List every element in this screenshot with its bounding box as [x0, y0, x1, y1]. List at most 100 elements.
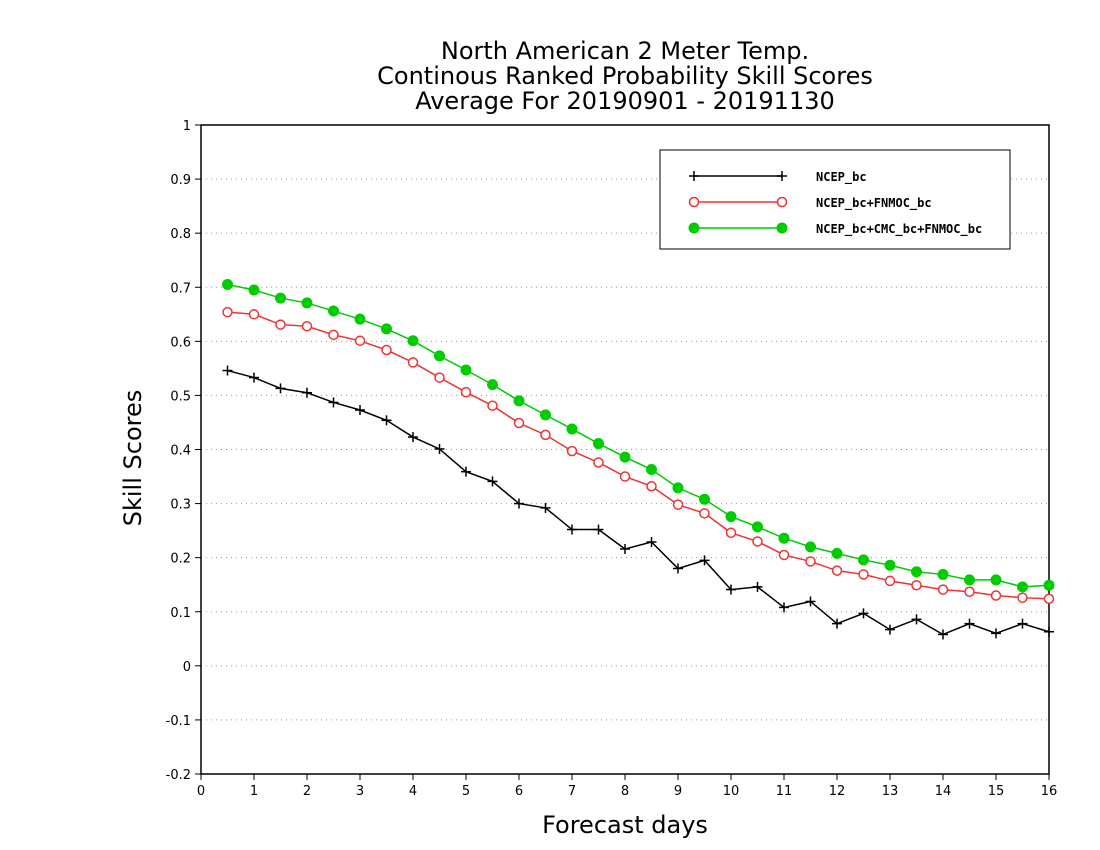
data-point — [725, 527, 737, 539]
data-point — [699, 555, 710, 566]
data-point — [460, 386, 472, 398]
data-point — [911, 566, 922, 578]
data-point — [248, 284, 260, 296]
x-tick-label: 14 — [935, 784, 952, 799]
data-point — [646, 464, 657, 476]
data-point — [858, 608, 869, 619]
legend: NCEP_bc NCEP_bc+FNMOC_bc NCEP_bc+CMC_bc+FN… — [659, 149, 1011, 250]
data-point — [964, 586, 975, 597]
data-point — [831, 565, 843, 576]
data-point — [222, 279, 233, 291]
data-point — [381, 323, 392, 335]
data-point — [858, 569, 869, 580]
y-axis: 1 0.9 0.8 0.7 0.6 0.5 0.4 0.3 0.2 0.1 0 -0.1 -0.2 — [166, 119, 201, 783]
data-point — [1017, 618, 1028, 629]
data-point — [487, 400, 498, 411]
y-tick-label: 0.9 — [170, 173, 191, 188]
data-point — [911, 614, 922, 625]
data-point — [301, 320, 313, 332]
y-axis-label: Skill Scores — [119, 390, 147, 527]
data-point — [566, 445, 578, 457]
data-point — [673, 563, 683, 574]
data-point — [513, 395, 525, 407]
data-point — [566, 423, 578, 435]
x-tick-label: 9 — [674, 784, 682, 799]
data-point — [964, 618, 975, 629]
legend-item-0: NCEP_bc — [689, 170, 867, 185]
data-point — [275, 383, 286, 394]
data-point — [619, 471, 631, 482]
y-tick-label: 0.7 — [170, 281, 191, 296]
legend-items: NCEP_bc NCEP_bc+FNMOC_bc NCEP_bc+CMC_bc+FN… — [688, 170, 982, 237]
data-point — [938, 629, 948, 640]
data-point — [831, 547, 843, 559]
x-tick-label: 2 — [303, 784, 311, 799]
data-point — [991, 628, 1001, 639]
x-tick-label: 10 — [723, 784, 740, 799]
y-tick-label: 0.1 — [170, 606, 191, 621]
data-point — [434, 372, 445, 383]
data-point — [620, 544, 630, 555]
x-tick-label: 3 — [356, 784, 364, 799]
data-point — [805, 541, 816, 553]
data-point — [646, 536, 657, 547]
data-point — [248, 309, 260, 320]
x-tick-label: 8 — [621, 784, 629, 799]
data-point — [355, 405, 365, 416]
legend-marker — [776, 222, 788, 234]
data-point — [593, 524, 604, 535]
data-point — [884, 575, 896, 587]
legend-marker — [689, 171, 699, 181]
series-line — [227, 311, 1050, 600]
data-point — [937, 568, 949, 580]
x-tick-label: 13 — [882, 784, 899, 799]
chart-title-line-3: Average For 20190901 - 20191130 — [415, 87, 835, 115]
data-point — [540, 429, 551, 441]
data-point — [778, 532, 790, 544]
legend-label: NCEP_bc — [816, 170, 867, 185]
y-tick-label: 0.4 — [170, 444, 191, 459]
y-tick-label: -0.2 — [166, 768, 191, 783]
data-point — [1043, 593, 1055, 605]
data-point — [222, 365, 233, 376]
data-point — [222, 306, 233, 318]
data-point — [1044, 626, 1054, 637]
data-point — [672, 482, 684, 494]
y-tick-label: 0.6 — [170, 335, 191, 350]
data-point — [354, 335, 366, 347]
series-line — [227, 283, 1050, 588]
legend-label: NCEP_bc+FNMOC_bc — [816, 196, 932, 211]
legend-marker — [777, 171, 787, 181]
x-tick-label: 1 — [250, 784, 258, 799]
series-0 — [222, 365, 1054, 640]
data-point — [885, 624, 895, 635]
data-point — [328, 305, 339, 317]
legend-item-2: NCEP_bc+CMC_bc+FNMOC_bc — [688, 222, 982, 237]
data-point — [593, 438, 604, 450]
x-tick-label: 5 — [462, 784, 470, 799]
data-point — [301, 297, 313, 309]
data-point — [752, 521, 763, 533]
data-point — [381, 344, 392, 356]
x-tick-label: 7 — [568, 784, 576, 799]
data-point — [540, 409, 551, 421]
data-point — [460, 364, 472, 376]
data-point — [778, 549, 790, 561]
y-tick-label: 1 — [183, 119, 191, 134]
x-tick-label: 15 — [988, 784, 1005, 799]
data-point — [381, 415, 392, 426]
data-point — [884, 559, 896, 571]
data-point — [487, 379, 498, 391]
y-tick-label: -0.1 — [166, 714, 191, 729]
x-tick-label: 16 — [1041, 784, 1058, 799]
y-tick-label: 0.2 — [170, 552, 191, 567]
data-point — [408, 432, 418, 443]
legend-marker — [776, 196, 788, 208]
data-point — [567, 524, 577, 535]
data-point — [990, 590, 1002, 601]
data-point — [302, 387, 312, 398]
data-point — [540, 502, 551, 513]
data-point — [752, 581, 763, 592]
data-point — [275, 292, 286, 304]
